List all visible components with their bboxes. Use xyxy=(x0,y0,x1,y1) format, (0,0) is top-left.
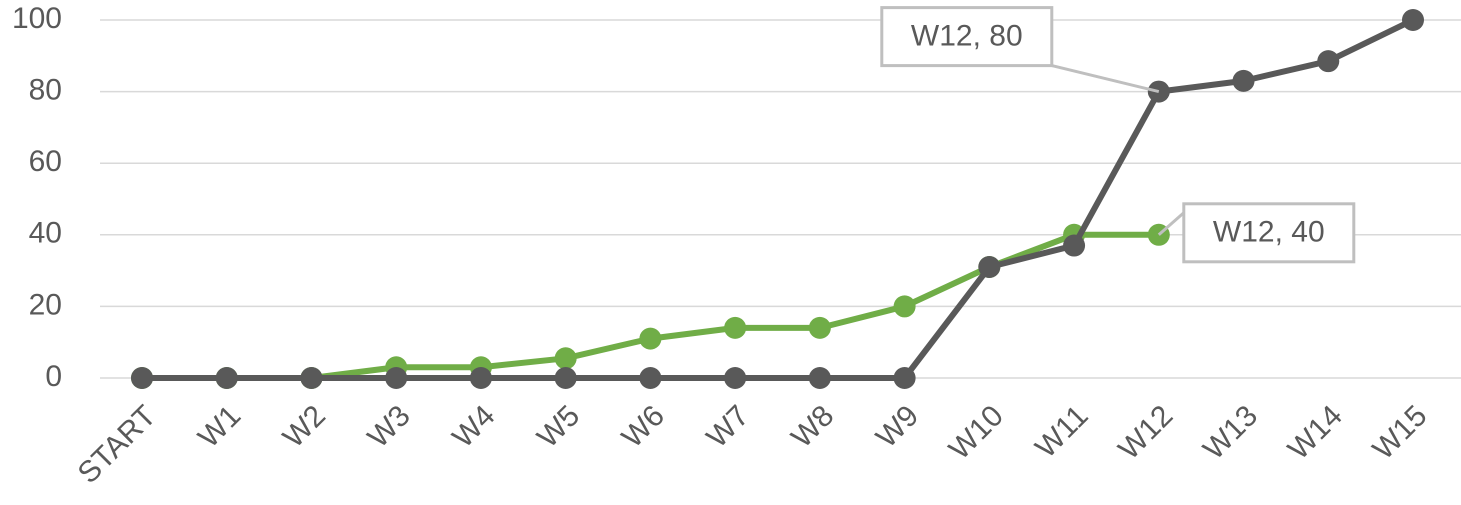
x-tick-label: W8 xyxy=(785,399,840,454)
label-text: W12, 40 xyxy=(1213,216,1325,249)
x-tick-label: W15 xyxy=(1367,399,1434,466)
data-label: W12, 80 xyxy=(880,6,1160,94)
x-tick-label: W6 xyxy=(616,399,671,454)
x-tick-label: W4 xyxy=(446,399,501,454)
marker xyxy=(554,347,577,370)
marker xyxy=(1317,50,1340,73)
leader-line xyxy=(1051,64,1160,94)
x-tick-label: W1 xyxy=(192,399,247,454)
y-tick-label: 60 xyxy=(29,145,62,178)
marker xyxy=(1063,234,1086,257)
series-line xyxy=(142,17,1415,381)
x-tick-label: W10 xyxy=(943,399,1010,466)
marker xyxy=(639,327,662,350)
x-tick-label: W9 xyxy=(870,399,925,454)
marker xyxy=(724,367,747,389)
label-box xyxy=(880,6,1054,68)
marker xyxy=(385,367,408,389)
marker xyxy=(639,367,662,389)
y-tick-label: 20 xyxy=(29,288,62,321)
marker xyxy=(1402,9,1424,31)
x-tick-label: W5 xyxy=(531,399,586,454)
x-tick-label: W3 xyxy=(362,399,417,454)
y-tick-label: 40 xyxy=(29,217,62,250)
x-tick-label: W2 xyxy=(277,399,332,454)
marker xyxy=(978,256,1001,279)
marker xyxy=(131,367,153,389)
data-label: W12, 40 xyxy=(1157,202,1356,264)
marker xyxy=(724,316,747,339)
marker xyxy=(215,367,238,389)
y-tick-label: 100 xyxy=(12,2,62,35)
y-tick-label: 80 xyxy=(29,74,62,107)
marker xyxy=(893,367,916,389)
leader-line xyxy=(1157,211,1185,236)
marker xyxy=(808,367,831,389)
x-tick-label: W12 xyxy=(1112,399,1179,466)
x-tick-label: W11 xyxy=(1029,399,1094,464)
marker xyxy=(893,295,916,318)
label-box xyxy=(1182,202,1356,264)
x-tick-label: W7 xyxy=(701,399,756,454)
marker xyxy=(808,316,831,339)
marker xyxy=(300,367,323,389)
x-tick-label: START xyxy=(72,399,163,490)
marker xyxy=(469,367,492,389)
marker xyxy=(1232,69,1255,92)
x-tick-label: W14 xyxy=(1282,399,1349,466)
marker xyxy=(554,367,577,389)
label-text: W12, 80 xyxy=(911,20,1023,53)
x-tick-label: W13 xyxy=(1197,399,1264,466)
y-tick-label: 0 xyxy=(45,360,62,393)
